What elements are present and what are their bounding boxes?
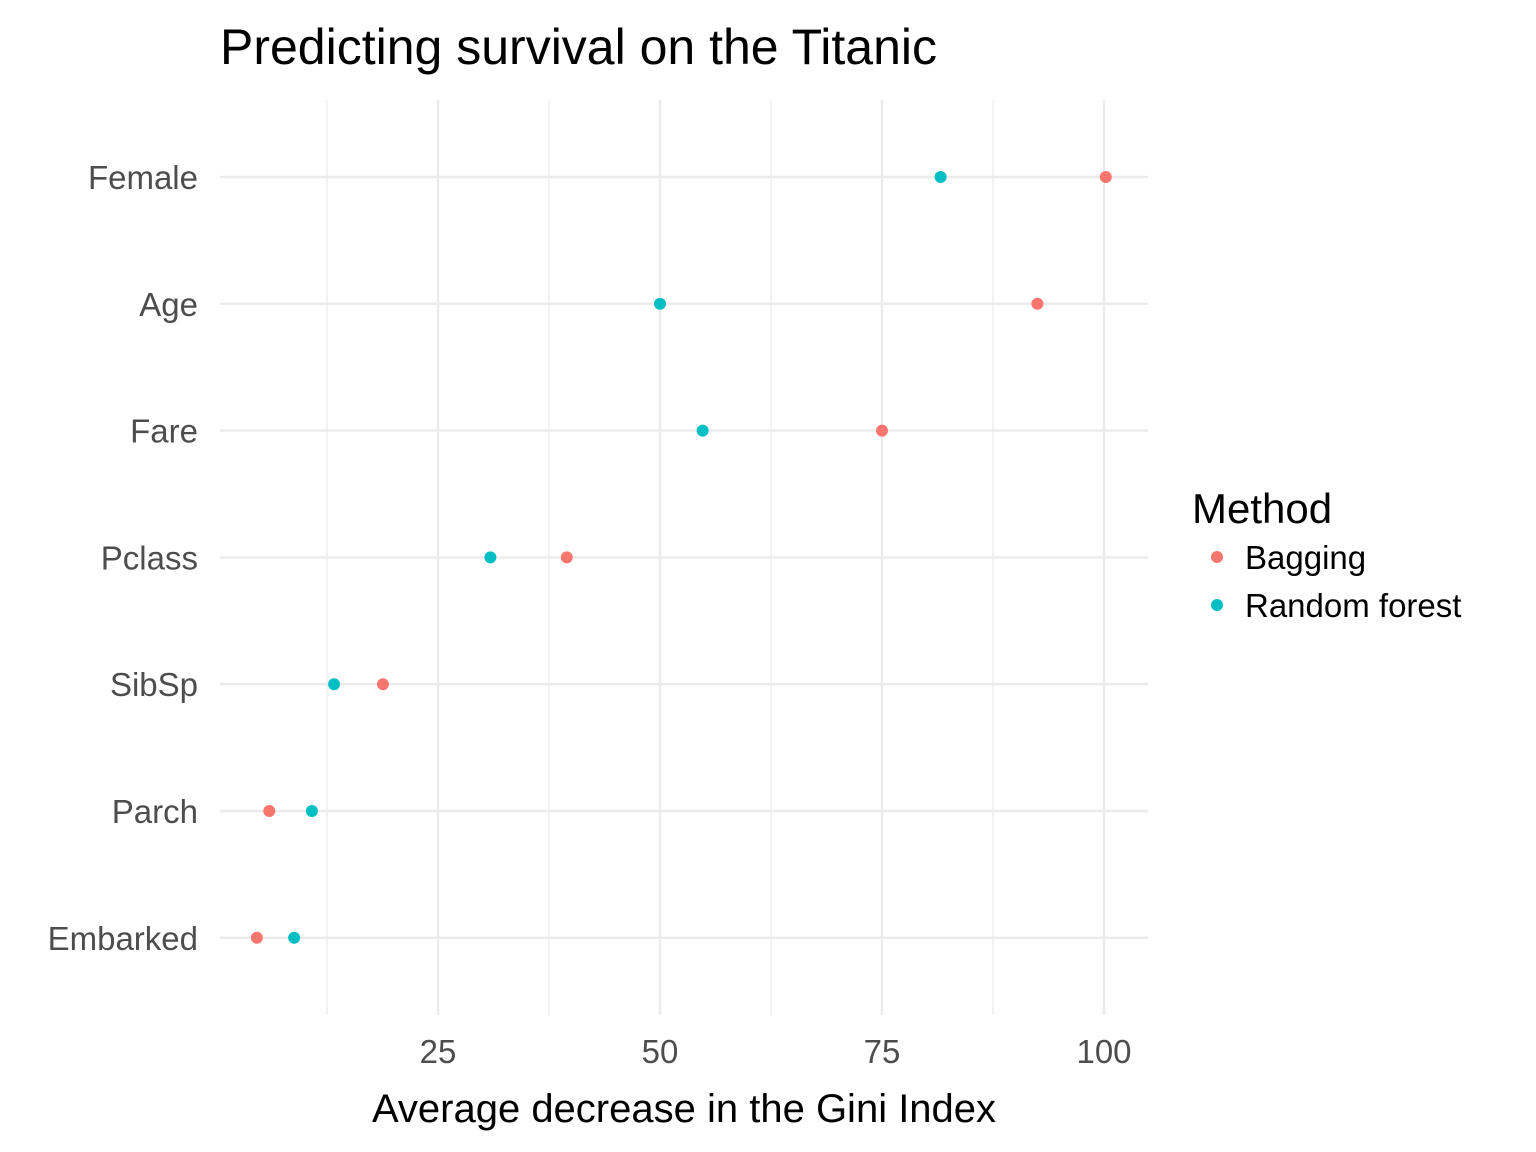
x-tick-label: 50 bbox=[642, 1033, 679, 1070]
x-tick-labels: 25 50 75 100 bbox=[420, 1033, 1132, 1070]
point-random-forest-female bbox=[934, 171, 947, 183]
y-tick-label-fare: Fare bbox=[130, 413, 198, 450]
y-tick-label-parch: Parch bbox=[112, 793, 198, 830]
point-bagging-sibsp bbox=[376, 678, 389, 691]
point-bagging-embarked bbox=[250, 931, 263, 944]
point-bagging-parch bbox=[263, 805, 276, 817]
grid bbox=[220, 100, 1148, 1015]
y-tick-labels: Female Age Fare Pclass SibSp Parch Embarked bbox=[48, 159, 198, 957]
x-tick-label: 75 bbox=[864, 1033, 901, 1070]
y-tick-label-female: Female bbox=[88, 159, 198, 196]
point-bagging-female bbox=[1099, 171, 1112, 183]
point-random-forest-pclass bbox=[484, 551, 497, 564]
y-tick-label-age: Age bbox=[139, 286, 198, 323]
legend-title: Method bbox=[1192, 485, 1332, 532]
point-random-forest-embarked bbox=[288, 931, 301, 944]
legend-label-bagging: Bagging bbox=[1245, 539, 1366, 576]
x-tick-label: 25 bbox=[420, 1033, 457, 1070]
point-random-forest-age bbox=[654, 297, 666, 310]
point-random-forest-fare bbox=[696, 424, 709, 437]
x-tick-label: 100 bbox=[1076, 1033, 1131, 1070]
y-tick-label-sibsp: SibSp bbox=[110, 666, 198, 703]
y-tick-label-pclass: Pclass bbox=[101, 539, 198, 576]
legend: Method Bagging Random forest bbox=[1192, 485, 1461, 624]
legend-key-bagging bbox=[1211, 551, 1223, 563]
data-points bbox=[250, 171, 1112, 944]
point-random-forest-sibsp bbox=[328, 678, 341, 691]
y-tick-label-embarked: Embarked bbox=[48, 920, 198, 957]
chart-title: Predicting survival on the Titanic bbox=[220, 19, 937, 75]
legend-key-random-forest bbox=[1211, 599, 1223, 611]
legend-label-random-forest: Random forest bbox=[1245, 587, 1461, 624]
point-bagging-age bbox=[1031, 297, 1044, 310]
point-random-forest-parch bbox=[305, 805, 318, 817]
point-bagging-pclass bbox=[560, 551, 573, 564]
x-axis-title: Average decrease in the Gini Index bbox=[372, 1087, 996, 1131]
point-bagging-fare bbox=[876, 424, 888, 437]
